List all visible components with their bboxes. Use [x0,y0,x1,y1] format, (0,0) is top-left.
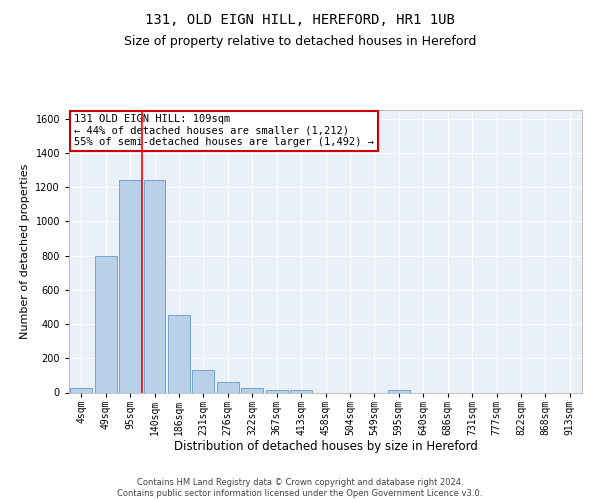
Y-axis label: Number of detached properties: Number of detached properties [20,164,30,339]
Bar [193,370,214,392]
Bar [70,388,92,392]
Text: Size of property relative to detached houses in Hereford: Size of property relative to detached ho… [124,35,476,48]
Bar [388,390,410,392]
Bar [290,390,312,392]
X-axis label: Distribution of detached houses by size in Hereford: Distribution of detached houses by size … [173,440,478,453]
Bar [168,316,190,392]
Bar [266,390,287,392]
Text: 131, OLD EIGN HILL, HEREFORD, HR1 1UB: 131, OLD EIGN HILL, HEREFORD, HR1 1UB [145,12,455,26]
Bar [143,180,166,392]
Bar [217,382,239,392]
Bar [119,180,141,392]
Text: 131 OLD EIGN HILL: 109sqm
← 44% of detached houses are smaller (1,212)
55% of se: 131 OLD EIGN HILL: 109sqm ← 44% of detac… [74,114,374,148]
Bar [95,256,116,392]
Bar [241,388,263,392]
Text: Contains HM Land Registry data © Crown copyright and database right 2024.
Contai: Contains HM Land Registry data © Crown c… [118,478,482,498]
